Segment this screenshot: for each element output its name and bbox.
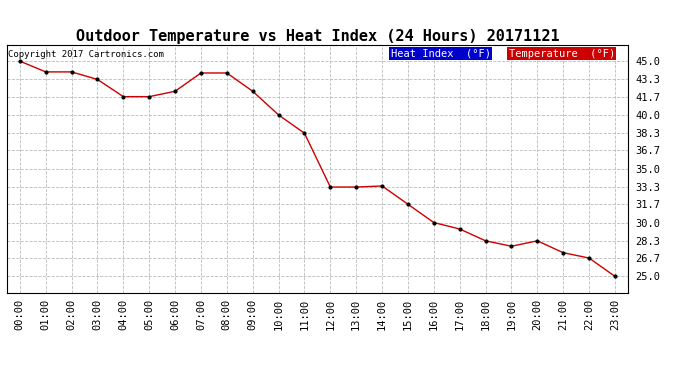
Title: Outdoor Temperature vs Heat Index (24 Hours) 20171121: Outdoor Temperature vs Heat Index (24 Ho… <box>76 29 559 44</box>
Text: Copyright 2017 Cartronics.com: Copyright 2017 Cartronics.com <box>8 50 164 59</box>
Text: Temperature  (°F): Temperature (°F) <box>509 49 615 59</box>
Text: Heat Index  (°F): Heat Index (°F) <box>391 49 491 59</box>
